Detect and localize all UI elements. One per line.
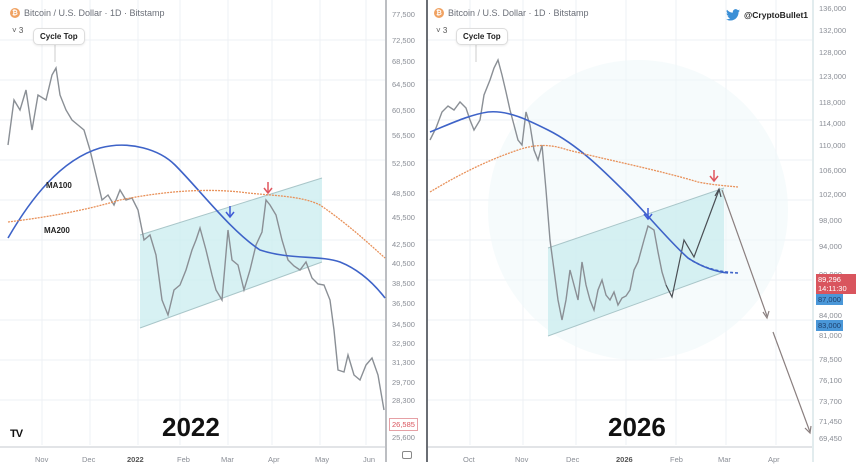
panel-divider [426,0,428,462]
level-tag-87000: 87,000 [816,294,843,305]
blue-arrow-icon-2026 [643,208,653,221]
right-chart-canvas[interactable] [428,0,860,472]
right-current-price-tag: 89,296 14:11:30 [816,274,856,294]
left-chart-title: Bitcoin / U.S. Dollar · 1D · Bitstamp [24,8,165,18]
right-indicator-toggle[interactable]: ˅ 3 [436,26,448,35]
ascending-channel-projection [548,188,724,336]
ma200-line-2026 [429,144,739,193]
left-cycle-top-label: Cycle Top [33,28,85,45]
left-indicator-toggle[interactable]: ˅ 3 [12,26,24,35]
right-chart-panel: ₿ Bitcoin / U.S. Dollar · 1D · Bitstamp … [428,0,860,472]
right-year-label: 2026 [608,412,666,442]
right-cycle-top-label: Cycle Top [456,28,508,45]
red-arrow-icon [263,182,273,195]
left-current-price-tag: 26,585 [389,418,418,431]
ma200-line [7,189,386,259]
projected-path-up [665,189,720,299]
tradingview-logo-icon: TV [10,428,23,440]
camera-icon[interactable] [402,451,412,459]
projected-path-down-2 [772,331,811,433]
twitter-handle[interactable]: @CryptoBullet1 [726,9,808,21]
right-chart-title: Bitcoin / U.S. Dollar · 1D · Bitstamp [448,8,589,18]
ma100-label: MA100 [46,181,72,190]
ma200-label: MA200 [44,226,70,235]
level-tag-83000: 83,000 [816,320,843,331]
countdown-timer: 14:11:30 [818,284,847,293]
twitter-bird-icon [726,9,740,21]
left-chart-panel: ₿ Bitcoin / U.S. Dollar · 1D · Bitstamp … [0,0,428,472]
bitcoin-icon-2026: ₿ [434,8,444,18]
ma100-line [7,144,386,299]
left-chart-canvas[interactable] [0,0,428,472]
red-arrow-icon-2026 [709,170,719,183]
blue-arrow-icon [225,206,235,219]
left-chart-header: ₿ Bitcoin / U.S. Dollar · 1D · Bitstamp [10,8,165,18]
bitcoin-icon: ₿ [10,8,20,18]
right-chart-header: ₿ Bitcoin / U.S. Dollar · 1D · Bitstamp [434,8,589,18]
projected-path-down-1 [721,189,768,317]
left-year-label: 2022 [162,412,220,442]
